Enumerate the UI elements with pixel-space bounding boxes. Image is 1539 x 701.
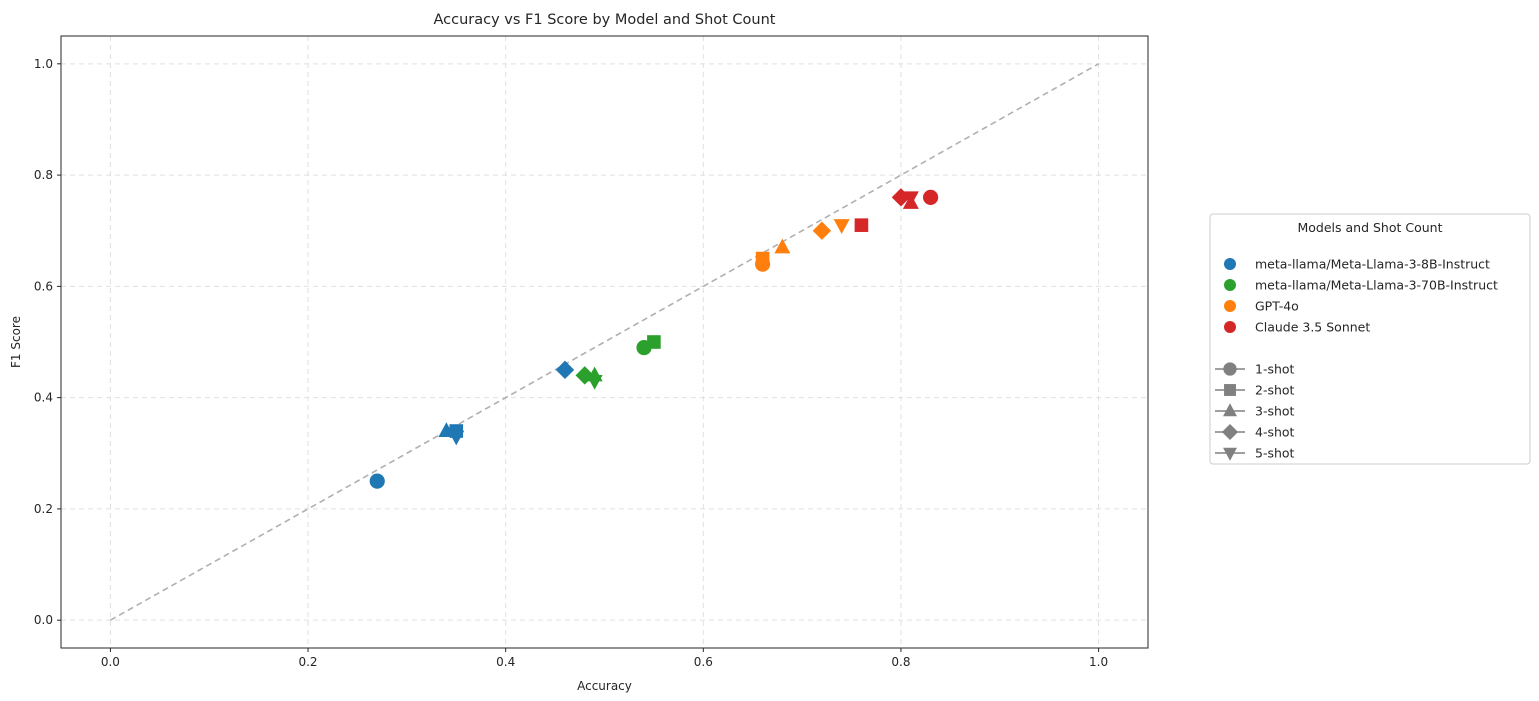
legend-model-label: meta-llama/Meta-Llama-3-8B-Instruct — [1255, 257, 1490, 272]
data-point-circle — [923, 189, 939, 205]
legend-model-marker — [1224, 279, 1236, 291]
diagonal-reference-line — [110, 63, 1099, 621]
legend-title: Models and Shot Count — [1297, 220, 1442, 235]
grid — [61, 36, 1148, 648]
x-axis-ticks: 0.0 0.2 0.4 0.6 0.8 1.0 — [101, 648, 1108, 669]
data-point-square — [854, 218, 869, 232]
y-tick-label: 0.2 — [34, 502, 53, 516]
plot-frame — [60, 35, 1149, 649]
legend-model-label: GPT-4o — [1255, 299, 1299, 314]
reference-line — [110, 63, 1099, 621]
legend: Models and Shot Count meta-llama/Meta-Ll… — [1209, 213, 1531, 465]
legend-box — [1209, 213, 1531, 465]
legend-shot-label: 2-shot — [1255, 383, 1295, 398]
legend-shot-marker-triangle-down — [1223, 447, 1237, 461]
y-tick-label: 0.4 — [34, 391, 53, 405]
legend-model-marker — [1224, 258, 1236, 270]
data-point-square — [647, 335, 661, 349]
legend-model-label: Claude 3.5 Sonnet — [1255, 320, 1370, 335]
y-tick-label: 0.0 — [34, 613, 53, 627]
data-point-circle — [369, 473, 385, 489]
legend-shot-label: 5-shot — [1255, 446, 1295, 461]
legend-shot-label: 3-shot — [1255, 404, 1295, 419]
x-tick-label: 0.4 — [496, 655, 515, 669]
chart-title: Accuracy vs F1 Score by Model and Shot C… — [434, 12, 776, 28]
data-point-triangle-down — [833, 219, 850, 234]
data-point-triangle-down — [586, 374, 603, 390]
x-tick-label: 1.0 — [1089, 655, 1108, 669]
data-point-triangle-up — [774, 238, 791, 254]
x-tick-label: 0.0 — [101, 655, 120, 669]
legend-model-label: meta-llama/Meta-Llama-3-70B-Instruct — [1255, 278, 1498, 293]
y-tick-label: 0.6 — [34, 279, 53, 293]
x-tick-label: 0.2 — [298, 655, 317, 669]
data-point-diamond — [575, 366, 594, 385]
data-points — [369, 188, 939, 489]
legend-model-marker — [1224, 300, 1236, 312]
x-tick-label: 0.8 — [891, 655, 910, 669]
legend-items: meta-llama/Meta-Llama-3-8B-Instruct meta-… — [1215, 257, 1498, 461]
legend-shot-label: 1-shot — [1255, 362, 1295, 377]
legend-model-marker — [1224, 321, 1236, 333]
data-point-triangle-down — [448, 430, 465, 446]
legend-shot-marker-square — [1224, 384, 1236, 396]
data-point-diamond — [891, 188, 911, 207]
legend-shot-marker-diamond — [1221, 423, 1239, 441]
x-axis-label: Accuracy — [577, 679, 632, 693]
legend-shot-marker-triangle-up — [1223, 403, 1237, 417]
x-tick-label: 0.6 — [694, 655, 713, 669]
data-point-diamond — [555, 360, 575, 380]
legend-shot-marker-circle — [1223, 362, 1237, 376]
y-tick-label: 0.8 — [34, 168, 53, 182]
legend-shot-label: 4-shot — [1255, 425, 1295, 440]
data-point-diamond — [812, 221, 832, 240]
y-tick-label: 1.0 — [34, 57, 53, 71]
data-point-square — [755, 251, 770, 266]
y-axis-label: F1 Score — [9, 316, 23, 368]
y-axis-ticks: 0.0 0.2 0.4 0.6 0.8 1.0 — [34, 57, 61, 627]
data-point-triangle-down — [902, 191, 919, 207]
